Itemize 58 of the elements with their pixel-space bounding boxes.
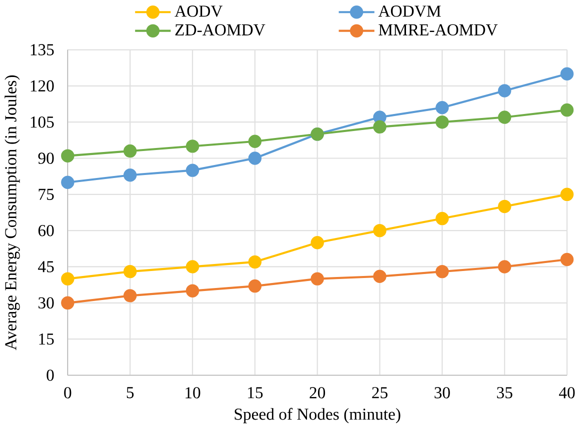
y-tick-label: 60	[38, 225, 54, 236]
x-tick-label: 30	[434, 387, 450, 398]
y-tick-label: 105	[30, 116, 54, 128]
point	[186, 260, 200, 274]
x-axis-title: Speed of Nodes (minute)	[234, 408, 400, 424]
point	[248, 279, 262, 293]
point	[186, 140, 200, 153]
point	[436, 265, 449, 278]
x-tick-label: 20	[310, 387, 326, 398]
point	[186, 164, 200, 177]
x-tick-label: 10	[186, 387, 200, 398]
point	[436, 101, 449, 114]
point	[248, 255, 262, 269]
y-tick-label: 135	[30, 44, 54, 56]
point	[61, 176, 74, 190]
point	[560, 252, 574, 266]
y-tick-label: 45	[38, 261, 54, 272]
point	[498, 110, 512, 124]
y-tick-label: 0	[46, 370, 54, 381]
point	[248, 152, 262, 165]
point	[436, 212, 449, 226]
point	[498, 260, 512, 274]
point	[436, 116, 449, 129]
y-tick-label: 30	[38, 297, 54, 309]
legend-label: ZD-AOMDV	[175, 24, 266, 36]
point	[61, 272, 74, 286]
point	[310, 272, 324, 286]
x-tick-label: 5	[126, 387, 134, 398]
point	[123, 168, 137, 182]
point	[186, 284, 200, 298]
x-tick-label: 35	[497, 387, 512, 398]
y-tick-label: 90	[38, 152, 54, 164]
point	[123, 289, 137, 302]
point	[123, 265, 137, 278]
x-tick-label: 15	[248, 387, 263, 398]
y-tick-label: 120	[30, 80, 54, 92]
point	[498, 84, 512, 98]
point	[560, 103, 574, 117]
y-axis-title: Average Energy Consumption (in Joules)	[4, 75, 20, 350]
legend-label: MMRE-AOMDV	[378, 24, 498, 36]
legend-label: AODVM	[378, 6, 441, 17]
point	[560, 67, 574, 81]
point	[373, 224, 386, 238]
x-tick-label: 0	[64, 387, 72, 398]
point	[373, 120, 386, 134]
point	[373, 270, 386, 284]
point	[310, 236, 324, 250]
point	[248, 134, 262, 148]
point	[61, 149, 74, 163]
y-tick-label: 75	[38, 188, 54, 200]
point	[123, 144, 137, 158]
point	[560, 188, 574, 202]
x-tick-label: 40	[558, 387, 575, 398]
y-tick-label: 15	[39, 334, 54, 345]
x-tick-label: 25	[372, 387, 388, 398]
point	[498, 200, 512, 214]
point	[61, 296, 74, 310]
legend-label: AODV	[174, 6, 223, 17]
